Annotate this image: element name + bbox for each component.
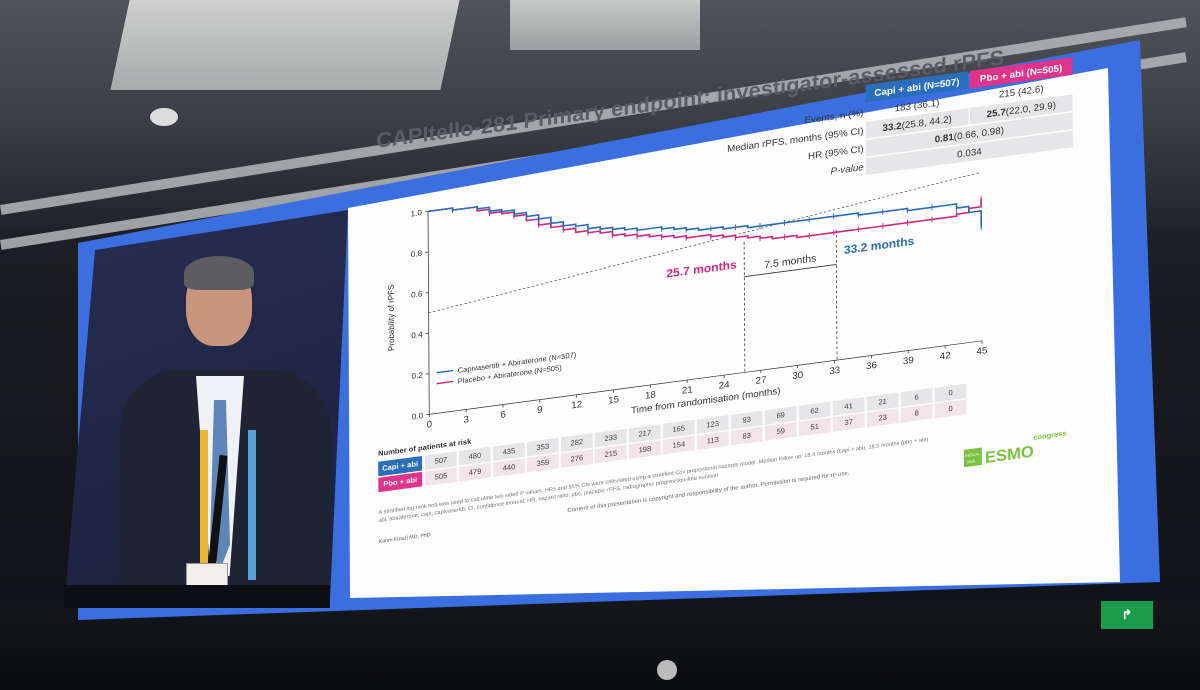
median-capi-value: 33.2	[882, 120, 902, 134]
podium	[64, 585, 330, 608]
x-tick-label: 39	[903, 355, 914, 367]
x-tick-label: 12	[571, 399, 582, 411]
risk-cell-pbo: 8	[900, 403, 934, 423]
speaker-badge	[186, 563, 228, 587]
median-label: 25.7 months	[666, 257, 737, 280]
speaker-hair	[184, 256, 254, 290]
risk-cell-pbo: 198	[628, 440, 662, 459]
ceiling-panel	[110, 0, 460, 90]
esmo-brand: ESMO	[985, 443, 1034, 467]
risk-cell-pbo: 505	[425, 467, 458, 487]
x-tick-label: 0	[427, 419, 433, 430]
median-pbo-value: 25.7	[986, 106, 1006, 120]
x-tick-label: 24	[719, 380, 731, 392]
x-tick-label: 30	[792, 370, 803, 382]
risk-cell-pbo: 215	[594, 444, 628, 464]
x-tick-label: 42	[940, 350, 951, 362]
esmo-city: BERLIN	[965, 452, 979, 458]
y-tick-label: 0.6	[411, 289, 423, 299]
risk-cell-pbo: 37	[832, 412, 866, 432]
x-tick-label: 3	[463, 414, 469, 425]
risk-cell-pbo: 23	[866, 408, 900, 428]
y-tick-label: 0.8	[411, 249, 423, 259]
exit-sign-icon: ↱	[1101, 601, 1153, 629]
median-marker-line	[835, 229, 838, 361]
km-chart: 0 3 6 9 12 15 18 21 24 27 30 33 36 39 42 450.00.20.40.6…	[387, 171, 988, 431]
y-axis-label: Probability of rPFS	[387, 284, 397, 352]
x-tick-label: 36	[866, 360, 877, 372]
y-axis-line	[427, 211, 430, 415]
slide: CAPItello-281 Primary endpoint: investig…	[376, 16, 1074, 580]
median-marker-line	[743, 241, 746, 373]
x-tick-label: 33	[829, 365, 840, 377]
audience-microphone	[657, 660, 677, 680]
x-axis-line	[429, 340, 982, 415]
legend-swatch	[436, 369, 454, 374]
x-tick-label: 9	[537, 405, 543, 416]
y-tick-label: 1.0	[410, 208, 422, 218]
y-tick-label: 0.0	[412, 411, 424, 421]
risk-cell-pbo: 154	[662, 435, 696, 455]
risk-cell-pbo: 113	[696, 431, 730, 450]
reference-dashed-line	[428, 171, 981, 314]
author-name: Karim Fizazi MD, PhD	[378, 532, 431, 545]
pbo-survival-curve	[428, 198, 982, 240]
speaker-lanyard	[200, 430, 256, 580]
risk-cell-pbo: 0	[934, 399, 968, 419]
risk-cell-pbo: 276	[561, 449, 594, 468]
x-tick-label: 27	[755, 375, 766, 387]
median-label: 33.2 months	[844, 234, 915, 257]
ceiling-panel	[510, 0, 700, 50]
x-tick-label: 15	[608, 394, 619, 406]
risk-cell-pbo: 59	[764, 421, 798, 441]
ceiling-light	[150, 108, 178, 126]
median-pbo-ci: (22.0, 29.9)	[1005, 99, 1057, 118]
risk-cell-pbo: 440	[493, 458, 526, 477]
esmo-year: 2025	[967, 459, 975, 464]
risk-cell-pbo: 359	[527, 453, 560, 473]
x-tick-label: 45	[977, 345, 988, 357]
esmo-congress-logo: BERLIN 2025 ESMO congress	[963, 429, 1067, 468]
difference-arrow	[744, 263, 837, 278]
risk-cell-pbo: 479	[459, 462, 492, 482]
esmo-congress-word: congress	[1033, 429, 1067, 442]
median-capi-ci: (25.8, 44.2)	[901, 113, 952, 131]
y-tick-label: 0.2	[411, 371, 423, 381]
legend-swatch	[436, 380, 454, 385]
esmo-logo-badge	[963, 447, 982, 468]
risk-cell-pbo: 51	[798, 417, 832, 437]
chart-plot	[428, 171, 983, 314]
capi-survival-curve	[428, 203, 983, 232]
x-tick-label: 6	[500, 409, 506, 420]
x-tick-label: 18	[645, 389, 656, 401]
y-tick-label: 0.4	[411, 330, 423, 340]
x-tick-label: 21	[682, 385, 693, 397]
risk-cell-pbo: 83	[730, 426, 764, 446]
